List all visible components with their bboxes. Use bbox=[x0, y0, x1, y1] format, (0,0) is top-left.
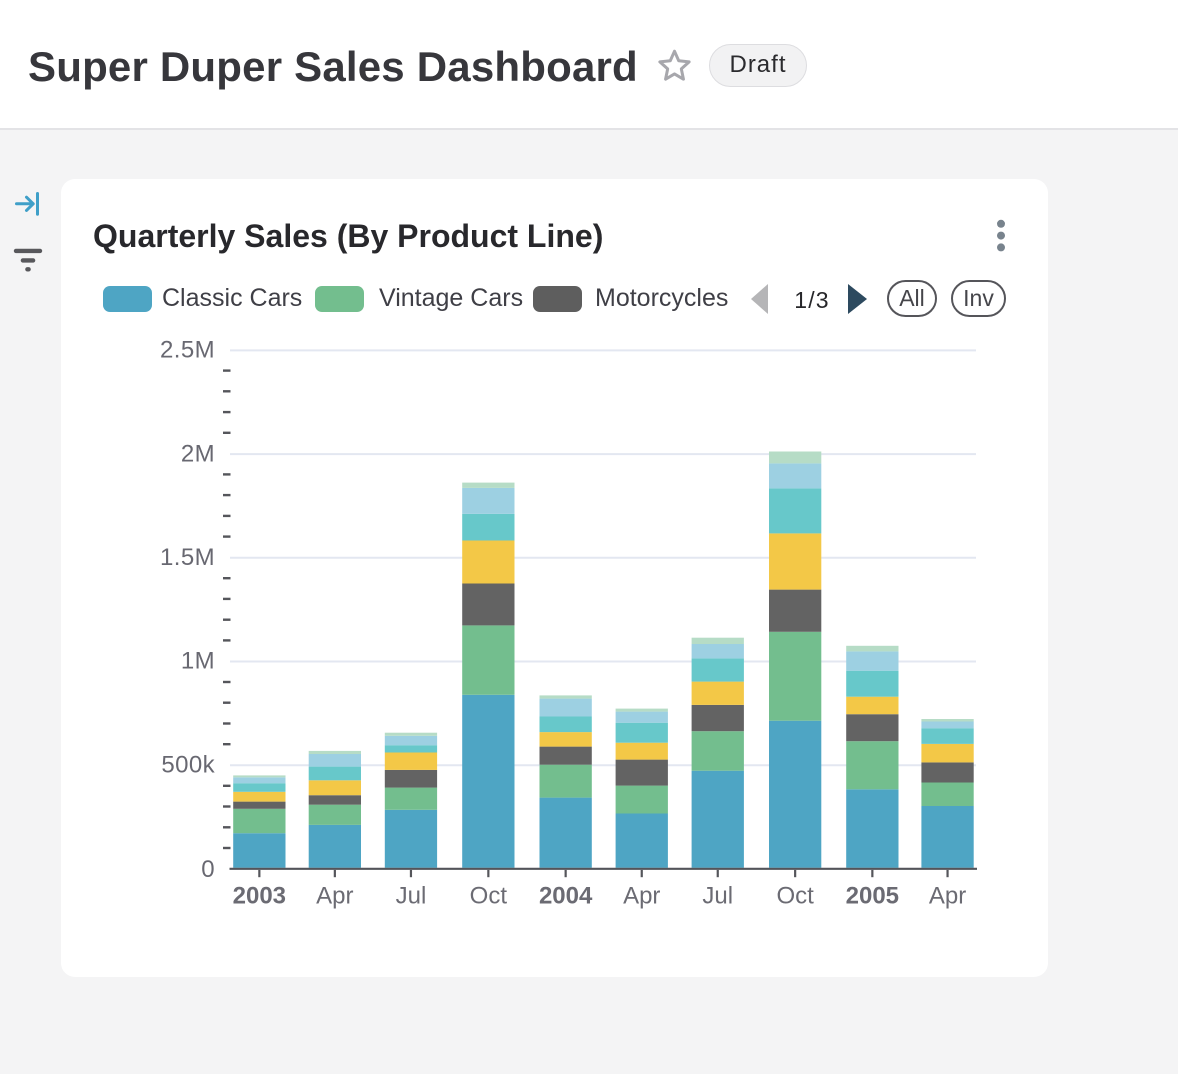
svg-text:2M: 2M bbox=[181, 440, 215, 467]
svg-text:Oct: Oct bbox=[470, 883, 508, 910]
svg-text:Jul: Jul bbox=[396, 883, 427, 910]
svg-text:0: 0 bbox=[201, 856, 215, 883]
svg-text:500k: 500k bbox=[161, 751, 215, 778]
svg-text:Jul: Jul bbox=[702, 883, 733, 910]
svg-text:1M: 1M bbox=[181, 648, 215, 675]
svg-text:Apr: Apr bbox=[316, 883, 353, 910]
svg-text:2.5M: 2.5M bbox=[160, 337, 215, 364]
svg-text:Apr: Apr bbox=[929, 883, 966, 910]
svg-text:2003: 2003 bbox=[233, 883, 286, 910]
svg-text:Oct: Oct bbox=[776, 883, 814, 910]
svg-text:1.5M: 1.5M bbox=[160, 544, 215, 571]
svg-text:Apr: Apr bbox=[623, 883, 660, 910]
svg-text:2004: 2004 bbox=[539, 883, 593, 910]
svg-text:2005: 2005 bbox=[846, 883, 899, 910]
